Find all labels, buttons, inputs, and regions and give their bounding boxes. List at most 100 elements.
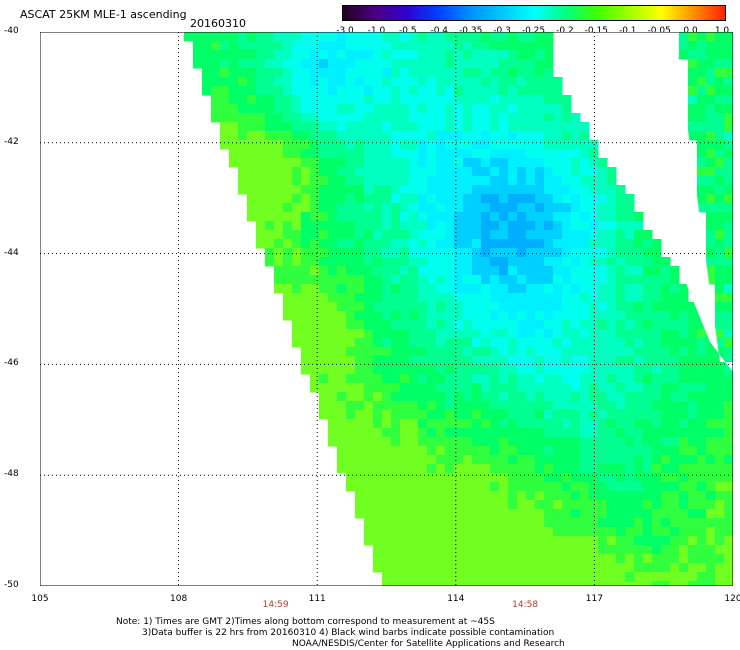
swath-cell	[400, 239, 410, 249]
swath-cell	[679, 392, 689, 402]
swath-cell	[364, 401, 374, 411]
swath-cell	[526, 149, 536, 159]
swath-cell	[679, 347, 689, 357]
swath-cell	[391, 41, 401, 51]
swath-cell	[445, 518, 455, 528]
swath-cell	[418, 320, 428, 330]
swath-cell	[445, 563, 455, 573]
swath-cell	[589, 275, 599, 285]
swath-cell	[382, 455, 392, 465]
swath-cell	[526, 365, 536, 375]
swath-cell	[715, 266, 725, 276]
swath-cell	[526, 221, 536, 231]
swath-cell	[544, 437, 554, 447]
swath-cell	[382, 77, 392, 87]
swath-cell	[553, 545, 563, 555]
swath-cell	[661, 320, 671, 330]
swath-cell	[337, 356, 347, 366]
swath-cell	[274, 77, 284, 87]
swath-cell	[724, 212, 733, 222]
swath-cell	[724, 158, 733, 168]
swath-cell	[625, 491, 635, 501]
swath-cell	[427, 95, 437, 105]
swath-cell	[589, 266, 599, 276]
swath-cell	[724, 518, 733, 528]
swath-cell	[436, 455, 446, 465]
swath-cell	[472, 95, 482, 105]
swath-cell	[724, 185, 733, 195]
swath-cell	[598, 374, 608, 384]
swath-cell	[607, 428, 617, 438]
swath-cell	[409, 239, 419, 249]
swath-cell	[553, 302, 563, 312]
swath-cell	[634, 374, 644, 384]
swath-cell	[346, 365, 356, 375]
swath-cell	[598, 473, 608, 483]
swath-cell	[436, 581, 446, 586]
swath-cell	[490, 167, 500, 177]
swath-cell	[238, 158, 248, 168]
swath-cell	[697, 473, 707, 483]
swath-cell	[373, 257, 383, 267]
swath-cell	[445, 167, 455, 177]
swath-cell	[697, 95, 707, 105]
swath-cell	[580, 230, 590, 240]
swath-cell	[364, 464, 374, 474]
swath-cell	[373, 149, 383, 159]
swath-cell	[526, 104, 536, 114]
swath-cell	[391, 545, 401, 555]
swath-cell	[472, 347, 482, 357]
swath-cell	[706, 140, 716, 150]
swath-cell	[445, 203, 455, 213]
swath-cell	[661, 401, 671, 411]
swath-cell	[553, 167, 563, 177]
swath-cell	[571, 221, 581, 231]
swath-cell	[247, 212, 257, 222]
swath-cell	[580, 284, 590, 294]
swath-cell	[553, 572, 563, 582]
swath-cell	[481, 347, 491, 357]
swath-cell	[715, 239, 725, 249]
swath-cell	[454, 275, 464, 285]
swath-cell	[724, 86, 733, 96]
swath-cell	[598, 320, 608, 330]
swath-cell	[688, 131, 698, 141]
swath-cell	[481, 572, 491, 582]
swath-cell	[580, 392, 590, 402]
swath-cell	[535, 131, 545, 141]
swath-cell	[292, 230, 302, 240]
swath-cell	[436, 221, 446, 231]
swath-cell	[634, 518, 644, 528]
swath-cell	[418, 554, 428, 564]
swath-cell	[292, 131, 302, 141]
swath-cell	[499, 347, 509, 357]
swath-cell	[454, 464, 464, 474]
swath-cell	[418, 230, 428, 240]
swath-cell	[544, 392, 554, 402]
swath-cell	[301, 68, 311, 78]
swath-cell	[364, 221, 374, 231]
swath-cell	[283, 50, 293, 60]
swath-cell	[301, 59, 311, 69]
swath-cell	[499, 410, 509, 420]
swath-cell	[544, 248, 554, 258]
swath-cell	[715, 122, 725, 132]
swath-cell	[490, 437, 500, 447]
swath-cell	[715, 176, 725, 186]
swath-cell	[391, 203, 401, 213]
swath-cell	[418, 563, 428, 573]
swath-cell	[481, 194, 491, 204]
swath-cell	[643, 563, 653, 573]
swath-cell	[499, 176, 509, 186]
swath-cell	[544, 59, 554, 69]
swath-cell	[607, 572, 617, 582]
swath-cell	[508, 302, 518, 312]
swath-cell	[418, 32, 428, 42]
swath-cell	[400, 419, 410, 429]
swath-cell	[346, 455, 356, 465]
swath-cell	[607, 230, 617, 240]
swath-cell	[589, 194, 599, 204]
swath-cell	[301, 221, 311, 231]
swath-cell	[580, 221, 590, 231]
swath-cell	[535, 572, 545, 582]
